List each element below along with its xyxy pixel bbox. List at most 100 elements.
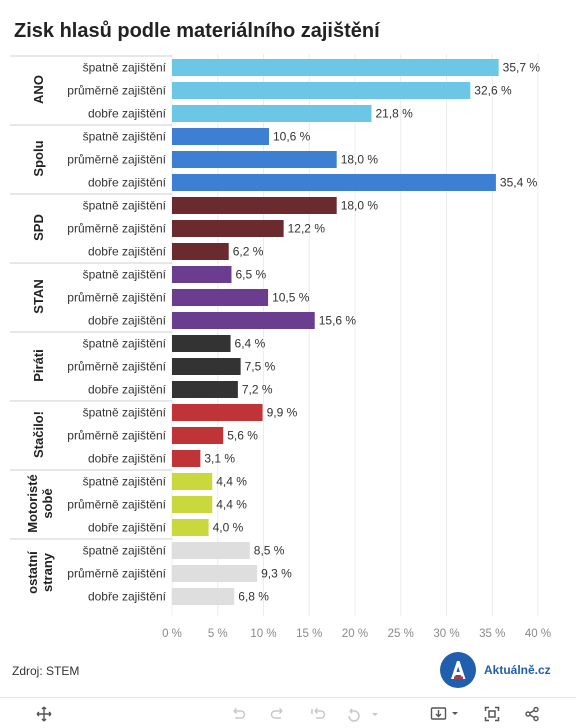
group-label: ostatnístrany xyxy=(25,551,55,594)
category-label: špatně zajištění xyxy=(83,406,167,420)
value-label: 10,6 % xyxy=(273,130,311,144)
bar xyxy=(172,266,232,283)
bar xyxy=(172,542,250,559)
redo-icon[interactable] xyxy=(268,705,288,723)
bar xyxy=(172,450,201,467)
group-label-line: SPD xyxy=(31,214,46,241)
value-label: 21,8 % xyxy=(375,107,413,121)
group-label: Piráti xyxy=(31,349,46,382)
category-label: dobře zajištění xyxy=(88,176,167,190)
value-label: 6,5 % xyxy=(235,268,266,282)
category-label: dobře zajištění xyxy=(88,314,167,328)
category-label: dobře zajištění xyxy=(88,521,167,535)
category-label: průměrně zajištění xyxy=(67,360,166,374)
group-label-line: strany xyxy=(40,552,55,592)
group-label: SPD xyxy=(31,214,46,241)
x-tick-label: 0 % xyxy=(162,628,182,640)
group-label-line: Stačilo! xyxy=(31,411,46,458)
value-label: 35,4 % xyxy=(500,176,538,190)
bar-chart: 0 % 5 % 10 % 15 % 20 % 25 % 30 % 35 % 40 % ANO špa… xyxy=(10,54,551,640)
group-label: Stačilo! xyxy=(31,411,46,458)
category-label: průměrně zajištění xyxy=(67,291,166,305)
category-label: průměrně zajištění xyxy=(67,567,166,581)
refresh-icon[interactable] xyxy=(346,705,380,723)
value-label: 8,5 % xyxy=(254,544,285,558)
bar xyxy=(172,496,213,513)
category-label: špatně zajištění xyxy=(83,544,167,558)
category-label: špatně zajištění xyxy=(83,268,167,282)
x-tick-label: 20 % xyxy=(342,628,368,640)
category-label: průměrně zajištění xyxy=(67,222,166,236)
value-label: 9,3 % xyxy=(261,567,292,581)
chart-title: Zisk hlasů podle materiálního zajištění xyxy=(14,20,380,42)
category-label: průměrně zajištění xyxy=(67,153,166,167)
value-label: 4,0 % xyxy=(213,521,244,535)
move-icon[interactable] xyxy=(34,705,54,723)
value-label: 18,0 % xyxy=(341,199,379,213)
group-label-line: sobě xyxy=(40,488,55,518)
group-label-line: Motoristé xyxy=(25,474,40,533)
bar xyxy=(172,128,269,145)
bar xyxy=(172,59,499,76)
bar xyxy=(172,519,209,536)
value-label: 9,9 % xyxy=(267,406,298,420)
group-label-line: ANO xyxy=(31,75,46,104)
group-label-line: ostatní xyxy=(25,551,40,594)
value-label: 6,2 % xyxy=(233,245,264,259)
category-label: průměrně zajištění xyxy=(67,429,166,443)
value-label: 10,5 % xyxy=(272,291,310,305)
group-label-line: Spolu xyxy=(31,140,46,176)
category-label: průměrně zajištění xyxy=(67,84,166,98)
group-label: ANO xyxy=(31,75,46,104)
brand-name: Aktuálně.cz xyxy=(484,663,551,677)
aktualne-logo-icon xyxy=(440,652,476,688)
value-label: 35,7 % xyxy=(503,61,541,75)
bar xyxy=(172,151,337,168)
bar xyxy=(172,174,496,191)
group-label-line: STAN xyxy=(31,279,46,313)
value-label: 12,2 % xyxy=(288,222,326,236)
value-label: 6,8 % xyxy=(238,590,269,604)
bar xyxy=(172,220,284,237)
x-tick-label: 30 % xyxy=(433,628,459,640)
bar xyxy=(172,197,337,214)
category-label: dobře zajištění xyxy=(88,452,167,466)
category-label: špatně zajištění xyxy=(83,130,167,144)
value-label: 15,6 % xyxy=(319,314,357,328)
category-label: špatně zajištění xyxy=(83,475,167,489)
share-icon[interactable] xyxy=(522,705,542,723)
x-tick-label: 15 % xyxy=(296,628,322,640)
category-label: průměrně zajištění xyxy=(67,498,166,512)
bar xyxy=(172,473,213,490)
revert-icon[interactable] xyxy=(308,705,328,723)
x-tick-label: 10 % xyxy=(250,628,276,640)
bar xyxy=(172,427,224,444)
bar xyxy=(172,289,269,306)
brand-logo[interactable]: Aktuálně.cz xyxy=(440,652,551,688)
value-label: 7,5 % xyxy=(245,360,276,374)
category-label: špatně zajištění xyxy=(83,61,167,75)
value-label: 32,6 % xyxy=(474,84,512,98)
download-icon[interactable] xyxy=(430,705,464,723)
source-note: Zdroj: STEM xyxy=(12,664,80,678)
x-tick-label: 25 % xyxy=(388,628,414,640)
group-label: Motoristésobě xyxy=(25,474,55,533)
fullscreen-icon[interactable] xyxy=(482,705,502,723)
category-label: špatně zajištění xyxy=(83,199,167,213)
value-label: 7,2 % xyxy=(242,383,273,397)
bar xyxy=(172,381,238,398)
bar xyxy=(172,565,258,582)
bar xyxy=(172,358,241,375)
value-label: 4,4 % xyxy=(216,475,247,489)
bar xyxy=(172,82,471,99)
category-label: dobře zajištění xyxy=(88,590,167,604)
undo-icon[interactable] xyxy=(228,705,248,723)
toolbar-footer xyxy=(0,697,576,728)
bar xyxy=(172,312,315,329)
group-label-line: Piráti xyxy=(31,349,46,382)
bar xyxy=(172,588,235,605)
category-label: dobře zajištění xyxy=(88,107,167,121)
bar xyxy=(172,243,229,260)
bar xyxy=(172,105,372,122)
category-label: dobře zajištění xyxy=(88,245,167,259)
